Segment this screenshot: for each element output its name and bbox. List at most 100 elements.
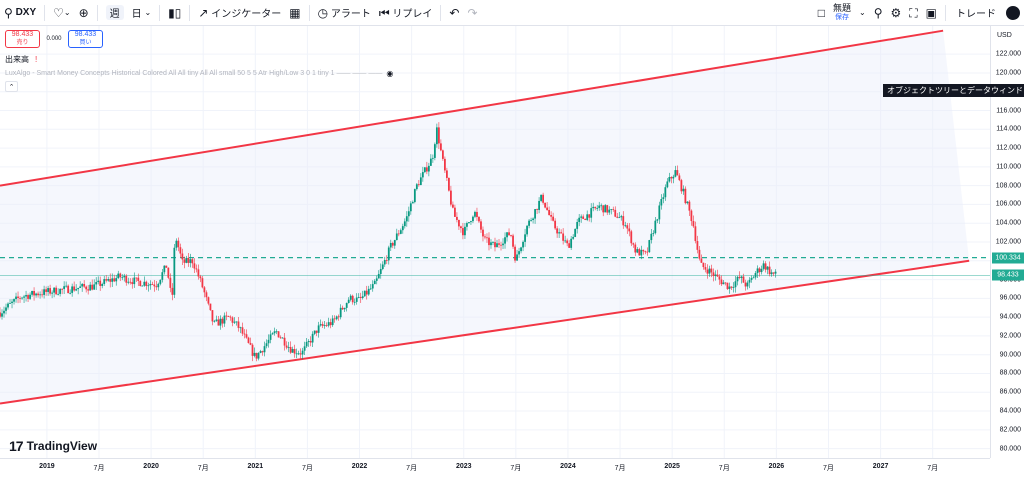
tradingview-logo[interactable]: 17 TradingView: [9, 438, 97, 454]
candle-body: [478, 217, 480, 222]
search-icon: ⚲: [4, 5, 13, 20]
time-tick-label: 7月: [614, 465, 626, 472]
candle-body: [622, 216, 625, 226]
candle-body: [119, 273, 122, 278]
candle-body: [371, 284, 374, 289]
undo-icon: ↶: [449, 5, 460, 20]
candle-body: [143, 281, 146, 286]
replay-button[interactable]: ⏮ リプレイ: [375, 2, 437, 24]
candle-body: [97, 280, 100, 283]
undo-button[interactable]: ↶: [445, 2, 463, 24]
candle-body: [421, 172, 424, 178]
candle-body: [608, 209, 611, 213]
candle-body: [61, 288, 64, 290]
layout-select-button[interactable]: □: [814, 2, 829, 24]
indicators-button[interactable]: ↗ インジケーター: [194, 2, 285, 24]
divider: [96, 4, 98, 21]
candle-body: [85, 286, 88, 290]
interval-week-button[interactable]: 週: [102, 2, 128, 24]
candle-body: [181, 253, 184, 260]
candle-body: [530, 219, 532, 221]
time-tick-label: 7月: [301, 465, 313, 472]
snapshot-button[interactable]: ▣: [922, 2, 941, 24]
candle-body: [512, 235, 514, 247]
redo-button[interactable]: ↷: [463, 2, 481, 24]
candle-body: [275, 331, 278, 333]
top-toolbar: ⚲ DXY ♡ ⌄ ⊕ 週 日 ⌄ ▮▯ ↗ インジケーター ▦ ◷ アラート ⏮…: [0, 0, 1024, 26]
candle-body: [770, 272, 773, 275]
candle-body: [303, 346, 306, 351]
candle-body: [638, 249, 641, 256]
volume-legend[interactable]: 出来高 !: [5, 54, 393, 65]
eye-icon[interactable]: ◉: [386, 69, 394, 78]
candle-body: [748, 279, 751, 283]
candle-body: [243, 333, 246, 335]
chart-pane[interactable]: [0, 26, 990, 458]
candle-body: [654, 220, 657, 234]
symbol-search[interactable]: ⚲ DXY: [0, 2, 40, 24]
candle-body: [45, 289, 47, 292]
candle-body: [21, 297, 23, 299]
candle-body: [283, 337, 286, 346]
sell-button[interactable]: 98.433 売り: [5, 30, 40, 48]
candle-body: [548, 209, 551, 215]
candle-body: [351, 295, 354, 303]
quick-search-button[interactable]: ⚲: [870, 2, 887, 24]
price-tick-label: 94.000: [999, 313, 1021, 321]
trade-button[interactable]: トレード: [950, 2, 1002, 24]
candle-body: [103, 279, 106, 284]
candle-body: [628, 228, 631, 232]
candle-body: [345, 303, 348, 308]
layouts-button[interactable]: ▦: [285, 2, 304, 24]
candle-body: [554, 220, 557, 229]
indicator-legend[interactable]: LuxAlgo - Smart Money Concepts Historica…: [5, 69, 393, 78]
compare-button[interactable]: ♡ ⌄: [49, 2, 74, 24]
collapse-legend-button[interactable]: ⌃: [5, 81, 18, 92]
time-tick-label: 2026: [768, 463, 785, 470]
candle-body: [522, 241, 524, 248]
candle-body: [223, 315, 226, 324]
candle-body: [183, 259, 186, 263]
candle-body: [271, 333, 274, 335]
candle-body: [91, 284, 94, 290]
candle-body: [584, 218, 587, 220]
chevron-down-icon: ⌄: [63, 7, 71, 17]
save-menu-button[interactable]: ⌄: [855, 2, 870, 24]
candle-body: [339, 307, 342, 318]
candle-body: [676, 170, 679, 176]
candle-body: [185, 257, 188, 263]
candle-body: [171, 287, 174, 295]
candle-body: [113, 278, 116, 282]
interval-day-button[interactable]: 日 ⌄: [128, 2, 155, 24]
candle-body: [55, 287, 58, 295]
buy-button[interactable]: 98.433 買い: [68, 30, 103, 48]
price-tick-label: 114.000: [996, 125, 1021, 133]
add-symbol-button[interactable]: ⊕: [75, 2, 93, 24]
channel-upper-line[interactable]: [0, 29, 944, 187]
chart-type-button[interactable]: ▮▯: [164, 2, 185, 24]
candle-body: [658, 205, 661, 220]
candle-body: [79, 286, 82, 288]
candle-body: [427, 165, 430, 172]
fullscreen-button[interactable]: ⛶: [905, 2, 921, 24]
candle-body: [211, 310, 214, 322]
alert-button[interactable]: ◷ アラート: [314, 2, 375, 24]
time-tick-label: 2024: [560, 463, 576, 470]
save-button[interactable]: 無題 保存: [829, 2, 855, 24]
account-avatar[interactable]: [1002, 2, 1024, 24]
settings-button[interactable]: ⚙: [886, 2, 905, 24]
candle-body: [520, 247, 522, 252]
price-tick-label: 104.000: [995, 219, 1021, 227]
candle-body: [486, 237, 488, 239]
candle-body: [189, 259, 192, 263]
candle-body: [287, 346, 290, 348]
candle-body: [484, 236, 486, 238]
channel-lower-line[interactable]: [0, 259, 970, 405]
price-tick-label: 82.000: [999, 426, 1021, 434]
time-axis[interactable]: 2019 7月 2020 7月 2021 7月 2022 7月 2023 7月 2024 7月 2025…: [0, 458, 990, 479]
price-chart[interactable]: [0, 26, 990, 458]
candle-body: [23, 296, 25, 298]
candle-body: [347, 299, 350, 304]
redo-icon: ↷: [467, 5, 478, 20]
candle-body: [379, 269, 382, 274]
